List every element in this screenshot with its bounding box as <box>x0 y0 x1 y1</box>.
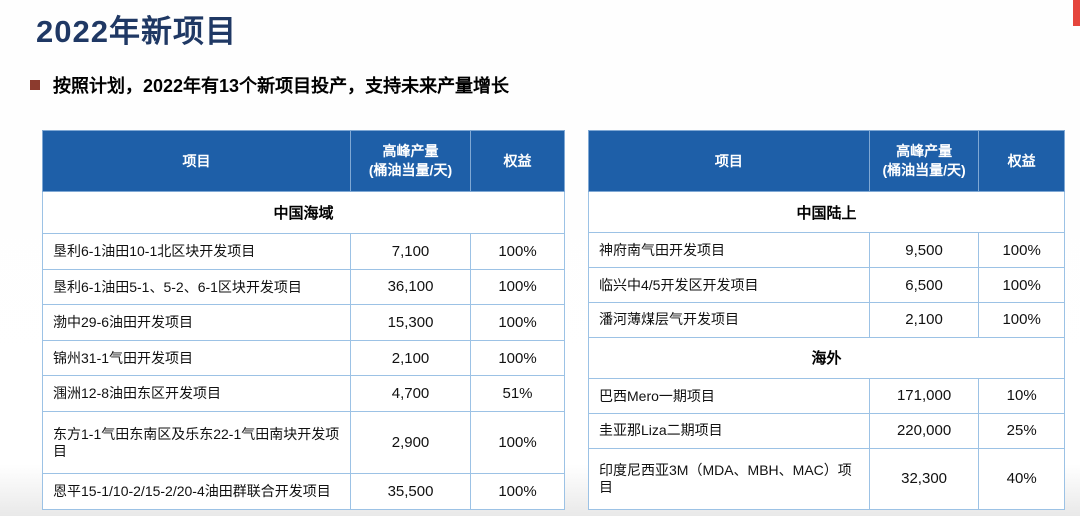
peak-production-cell: 4,700 <box>349 375 472 412</box>
equity-cell: 51% <box>470 375 565 412</box>
table-row: 东方1-1气田东南区及乐东22-1气田南块开发项目 2,900 100% <box>42 410 565 475</box>
table-row: 锦州31-1气田开发项目 2,100 100% <box>42 339 565 377</box>
bullet-square-icon <box>30 80 40 90</box>
table-header-row: 项目 高峰产量 (桶油当量/天) 权益 <box>42 130 565 192</box>
table-row: 神府南气田开发项目 9,500 100% <box>588 232 1065 269</box>
project-name-cell: 潘河薄煤层气开发项目 <box>588 301 870 338</box>
peak-production-cell: 15,300 <box>349 304 472 341</box>
column-header-equity: 权益 <box>470 130 565 192</box>
equity-cell: 40% <box>978 447 1065 511</box>
section-label: 中国海域 <box>42 190 565 235</box>
equity-cell: 100% <box>470 304 565 341</box>
china-offshore-table: 项目 高峰产量 (桶油当量/天) 权益 中国海域 垦利6-1油田10-1北区块开发项目 7… <box>42 130 565 510</box>
section-row: 海外 <box>588 336 1065 380</box>
equity-cell: 25% <box>978 412 1065 449</box>
peak-production-cell: 220,000 <box>868 412 980 449</box>
peak-production-cell: 35,500 <box>349 473 472 510</box>
peak-production-cell: 9,500 <box>868 232 980 269</box>
column-header-equity: 权益 <box>978 130 1065 192</box>
section-label: 海外 <box>588 336 1065 380</box>
equity-cell: 100% <box>978 267 1065 303</box>
equity-cell: 100% <box>470 410 565 475</box>
table-row: 垦利6-1油田10-1北区块开发项目 7,100 100% <box>42 233 565 270</box>
peak-production-cell: 7,100 <box>349 233 472 270</box>
table-row: 恩平15-1/10-2/15-2/20-4油田群联合开发项目 35,500 100% <box>42 473 565 510</box>
peak-production-cell: 36,100 <box>349 268 472 306</box>
table-row: 涠洲12-8油田东区开发项目 4,700 51% <box>42 375 565 412</box>
table-row: 圭亚那Liza二期项目 220,000 25% <box>588 412 1065 449</box>
tables-container: 项目 高峰产量 (桶油当量/天) 权益 中国海域 垦利6-1油田10-1北区块开发项目 7… <box>42 130 1065 511</box>
red-edge-accent <box>1073 0 1080 26</box>
project-name-cell: 印度尼西亚3M（MDA、MBH、MAC）项目 <box>588 447 870 511</box>
page-title: 2022年新项目 <box>36 14 237 49</box>
equity-cell: 100% <box>470 473 565 510</box>
equity-cell: 100% <box>470 268 565 306</box>
china-onshore-overseas-table: 项目 高峰产量 (桶油当量/天) 权益 中国陆上 神府南气田开发项目 9,500 100% 临… <box>588 130 1065 511</box>
column-header-peak-production: 高峰产量 (桶油当量/天) <box>349 130 472 192</box>
table-row: 临兴中4/5开发区开发项目 6,500 100% <box>588 267 1065 303</box>
project-name-cell: 临兴中4/5开发区开发项目 <box>588 267 870 303</box>
project-name-cell: 神府南气田开发项目 <box>588 232 870 269</box>
project-name-cell: 东方1-1气田东南区及乐东22-1气田南块开发项目 <box>42 410 351 475</box>
section-label: 中国陆上 <box>588 190 1065 234</box>
peak-production-cell: 2,100 <box>349 339 472 377</box>
project-name-cell: 锦州31-1气田开发项目 <box>42 339 351 377</box>
project-name-cell: 恩平15-1/10-2/15-2/20-4油田群联合开发项目 <box>42 473 351 510</box>
equity-cell: 10% <box>978 378 1065 414</box>
bullet-text: 按照计划，2022年有13个新项目投产，支持未来产量增长 <box>53 76 510 96</box>
section-row: 中国海域 <box>42 190 565 235</box>
column-header-project: 项目 <box>42 130 351 192</box>
column-header-peak-production: 高峰产量 (桶油当量/天) <box>868 130 980 192</box>
table-row: 垦利6-1油田5-1、5-2、6-1区块开发项目 36,100 100% <box>42 268 565 306</box>
peak-production-cell: 2,900 <box>349 410 472 475</box>
project-name-cell: 垦利6-1油田10-1北区块开发项目 <box>42 233 351 270</box>
project-name-cell: 巴西Mero一期项目 <box>588 378 870 414</box>
equity-cell: 100% <box>470 233 565 270</box>
column-header-project: 项目 <box>588 130 870 192</box>
peak-production-cell: 6,500 <box>868 267 980 303</box>
project-name-cell: 渤中29-6油田开发项目 <box>42 304 351 341</box>
project-name-cell: 圭亚那Liza二期项目 <box>588 412 870 449</box>
table-row: 印度尼西亚3M（MDA、MBH、MAC）项目 32,300 40% <box>588 447 1065 511</box>
equity-cell: 100% <box>978 232 1065 269</box>
project-name-cell: 涠洲12-8油田东区开发项目 <box>42 375 351 412</box>
peak-production-cell: 32,300 <box>868 447 980 511</box>
equity-cell: 100% <box>470 339 565 377</box>
project-name-cell: 垦利6-1油田5-1、5-2、6-1区块开发项目 <box>42 268 351 306</box>
section-row: 中国陆上 <box>588 190 1065 234</box>
peak-production-cell: 171,000 <box>868 378 980 414</box>
peak-production-cell: 2,100 <box>868 301 980 338</box>
table-row: 渤中29-6油田开发项目 15,300 100% <box>42 304 565 341</box>
bullet-line: 按照计划，2022年有13个新项目投产，支持未来产量增长 <box>30 72 509 98</box>
table-row: 巴西Mero一期项目 171,000 10% <box>588 378 1065 414</box>
table-row: 潘河薄煤层气开发项目 2,100 100% <box>588 301 1065 338</box>
equity-cell: 100% <box>978 301 1065 338</box>
table-header-row: 项目 高峰产量 (桶油当量/天) 权益 <box>588 130 1065 192</box>
